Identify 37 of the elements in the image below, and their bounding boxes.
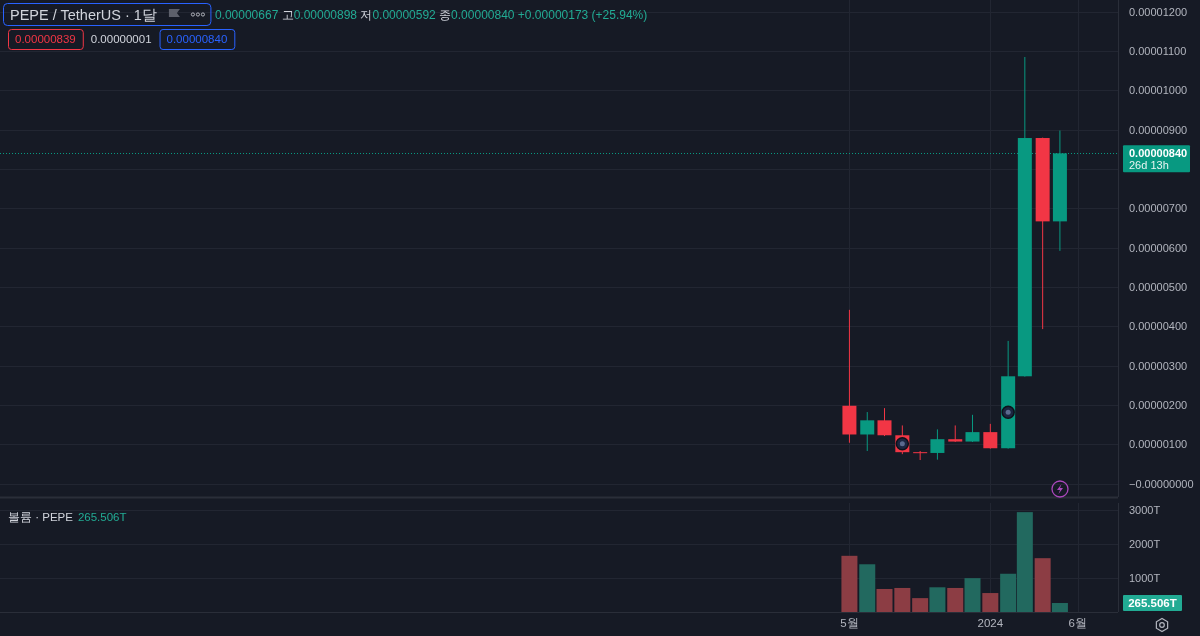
y-tick-label: 0.00001100 — [1129, 45, 1187, 58]
y-tick-label: 0.00000900 — [1129, 123, 1188, 136]
text: 265.506T — [1128, 597, 1177, 610]
x-tick-label: 6월 — [1068, 617, 1087, 629]
bar — [841, 555, 858, 612]
y-tick-label: 0.00000500 — [1129, 281, 1188, 294]
chart-title: PEPE / TetherUS · 1달 — [10, 6, 157, 23]
y-tick-label: 0.00000100 — [1129, 438, 1188, 451]
y-tick-label: 1000T — [1129, 572, 1161, 585]
annotation: 0.00000840 — [166, 33, 228, 45]
y-tick-label: 0.00000400 — [1129, 320, 1188, 333]
y-tick-label: 2000T — [1129, 538, 1161, 551]
y-tick-label: −0.00000000 — [1129, 477, 1194, 490]
y-tick-label: 0.00000700 — [1129, 202, 1188, 215]
y-tick-label: 0.00000200 — [1129, 398, 1188, 411]
bar — [1034, 558, 1051, 612]
annotation: 0.00000001 — [90, 33, 152, 45]
bar — [964, 578, 981, 612]
y-tick-label: 0.00001200 — [1129, 5, 1188, 18]
text: 0.00000667 고0.00000898 저0.00000592 종0.00000840 +0.00000173 (+25.94%) — [214, 8, 648, 22]
annotation: 0.00000839 — [15, 33, 76, 45]
bar — [1051, 603, 1068, 612]
text: 볼륨 · PEPE — [8, 511, 74, 523]
text: 26d 13h — [1129, 159, 1169, 172]
bar — [859, 564, 876, 612]
bar — [929, 587, 946, 612]
x-tick-label: 2024 — [977, 617, 1004, 629]
bar — [912, 598, 929, 612]
y-tick-label: 3000T — [1129, 504, 1161, 517]
y-tick-label: 0.00000300 — [1129, 359, 1188, 372]
bar — [947, 587, 964, 612]
x-tick-label: 5월 — [840, 617, 859, 629]
annotation: 265.506T — [77, 511, 127, 523]
ref-line-label: 0.00000840 — [1129, 147, 1188, 160]
y-tick-label: 0.00000600 — [1129, 241, 1188, 254]
bar — [982, 593, 999, 612]
y-tick-label: 0.00001000 — [1129, 84, 1188, 97]
